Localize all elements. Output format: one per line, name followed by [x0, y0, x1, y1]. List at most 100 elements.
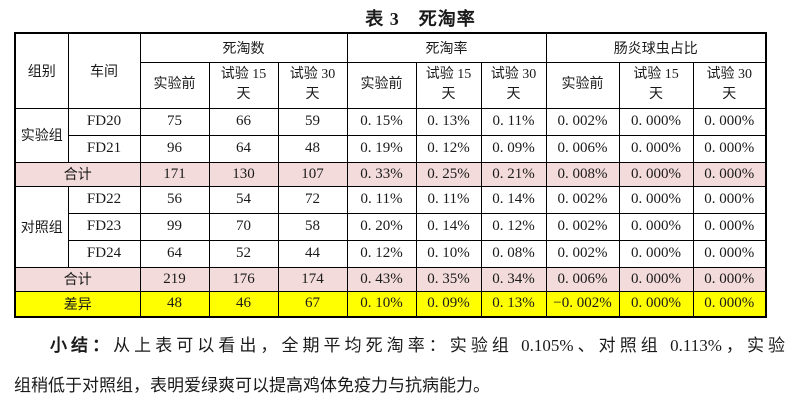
table-cell: 0. 35%: [415, 266, 482, 292]
table-cell: 0. 14%: [480, 185, 547, 214]
group-label-control: 对照组: [14, 185, 69, 268]
summary-line-1: 小结：从上表可以看出，全期平均死淘率：实验组 0.105%、对照组 0.113%…: [14, 326, 785, 366]
row-fd21: FD21 96 64 48 0. 19% 0. 12% 0. 09% 0. 00…: [15, 134, 767, 163]
sub-header-pre-trial: 实验前: [139, 61, 210, 109]
table-cell: 0. 13%: [415, 107, 482, 136]
table-cell: 52: [208, 239, 279, 268]
table-cell: 0. 14%: [415, 212, 482, 241]
table-cell: 64: [208, 134, 279, 163]
table-cell: −0. 002%: [545, 290, 620, 317]
header-workshop-column: 车间: [67, 32, 141, 109]
table-cell: 0. 000%: [618, 107, 694, 136]
table-cell: 0. 000%: [692, 161, 767, 187]
table-cell: 0. 002%: [545, 212, 620, 241]
table-cell: 107: [277, 161, 348, 187]
table-cell: 0. 11%: [346, 185, 417, 214]
sub-header-day30: 试验 30 天: [692, 61, 767, 109]
row-fd22: 对照组 FD22 56 54 72 0. 11% 0. 11% 0. 14% 0…: [14, 185, 767, 268]
row-total-experimental: 合计 171 130 107 0. 33% 0. 25% 0. 21% 0. 0…: [14, 161, 767, 187]
table-cell: 174: [277, 266, 348, 292]
table-cell: 54: [208, 185, 279, 214]
summary-text-line1: 从上表可以看出，全期平均死淘率：实验组 0.105%、对照组 0.113%，实验: [113, 335, 785, 355]
mortality-table: 组别 车间 死淘数 死淘率 肠炎球虫占比 实验前 试验 15 天 试验 30 天…: [14, 32, 768, 318]
group-label-experimental: 实验组: [14, 107, 69, 163]
table-cell: 0. 21%: [480, 161, 547, 187]
table-cell: 0. 11%: [415, 185, 482, 214]
table-cell: 0. 19%: [346, 134, 417, 163]
summary-line-2: 组稍低于对照组，表明爱绿爽可以提高鸡体免疫力与抗病能力。: [14, 375, 490, 395]
table-cell: 0. 12%: [415, 134, 482, 163]
sub-header-day30: 试验 30 天: [277, 61, 348, 109]
sub-header-day15: 试验 15 天: [208, 61, 279, 109]
table-cell: 0. 008%: [545, 161, 620, 187]
table-cell: 64: [139, 239, 210, 268]
table-cell: 0. 000%: [618, 185, 694, 214]
table-cell: 0. 15%: [346, 107, 417, 136]
row-fd24: FD24 64 52 44 0. 12% 0. 10% 0. 08% 0. 00…: [15, 239, 767, 268]
table-cell: 46: [208, 290, 279, 317]
table-cell: 0. 20%: [346, 212, 417, 241]
table-cell: 130: [208, 161, 279, 187]
workshop-cell: FD20: [67, 107, 141, 136]
table-cell: 0. 33%: [346, 161, 417, 187]
table-cell: 0. 08%: [480, 239, 547, 268]
table-cell: 0. 09%: [415, 290, 482, 317]
table-cell: 0. 000%: [618, 212, 694, 241]
table-cell: 66: [208, 107, 279, 136]
table-cell: 0. 006%: [545, 266, 620, 292]
total-label: 合计: [14, 161, 141, 187]
table-cell: 0. 10%: [415, 239, 482, 268]
table-cell: 48: [139, 290, 210, 317]
table-cell: 0. 000%: [618, 239, 694, 268]
table-cell: 59: [277, 107, 348, 136]
table-cell: 219: [139, 266, 210, 292]
workshop-cell: FD23: [67, 212, 141, 241]
workshop-cell: FD24: [67, 239, 141, 268]
table-cell: 0. 000%: [692, 239, 767, 268]
summary-paragraph: 小结：从上表可以看出，全期平均死淘率：实验组 0.105%、对照组 0.113%…: [14, 326, 785, 406]
table-cell: 58: [277, 212, 348, 241]
table-cell: 72: [277, 185, 348, 214]
table-cell: 70: [208, 212, 279, 241]
table-cell: 0. 000%: [692, 266, 767, 292]
header-group-column: 组别: [14, 32, 69, 109]
table-cell: 0. 09%: [480, 134, 547, 163]
row-difference: 差异 48 46 67 0. 10% 0. 09% 0. 13% −0. 002…: [14, 290, 767, 317]
table-cell: 0. 000%: [618, 161, 694, 187]
sub-header-pre-trial: 实验前: [545, 61, 620, 109]
table-cell: 96: [139, 134, 210, 163]
table-cell: 0. 000%: [618, 134, 694, 163]
table-cell: 0. 34%: [480, 266, 547, 292]
table-cell: 0. 12%: [346, 239, 417, 268]
table-cell: 0. 000%: [618, 290, 694, 317]
table-cell: 0. 000%: [618, 266, 694, 292]
header-death-count: 死淘数: [139, 32, 348, 63]
header-death-rate: 死淘率: [346, 32, 547, 63]
table-cell: 44: [277, 239, 348, 268]
page-title: 表 3 死淘率: [365, 9, 476, 29]
difference-label: 差异: [14, 290, 141, 317]
table-cell: 0. 000%: [692, 185, 767, 214]
table-cell: 0. 002%: [545, 107, 620, 136]
table-cell: 99: [139, 212, 210, 241]
table-cell: 48: [277, 134, 348, 163]
sub-header-day15: 试验 15 天: [618, 61, 694, 109]
table-cell: 0. 002%: [545, 185, 620, 214]
table-cell: 0. 12%: [480, 212, 547, 241]
row-fd23: FD23 99 70 58 0. 20% 0. 14% 0. 12% 0. 00…: [15, 212, 767, 241]
table-cell: 0. 002%: [545, 239, 620, 268]
row-total-control: 合计 219 176 174 0. 43% 0. 35% 0. 34% 0. 0…: [14, 266, 767, 292]
table-cell: 0. 000%: [692, 212, 767, 241]
table-cell: 75: [139, 107, 210, 136]
workshop-cell: FD21: [67, 134, 141, 163]
table-cell: 0. 006%: [545, 134, 620, 163]
header-coccidia-ratio: 肠炎球虫占比: [545, 32, 767, 63]
sub-header-pre-trial: 实验前: [346, 61, 417, 109]
table-cell: 67: [277, 290, 348, 317]
table-cell: 176: [208, 266, 279, 292]
workshop-cell: FD22: [67, 185, 141, 214]
table-cell: 171: [139, 161, 210, 187]
table-header-row-groups: 组别 车间 死淘数 死淘率 肠炎球虫占比: [14, 32, 767, 109]
sub-header-day15: 试验 15 天: [415, 61, 482, 109]
table-cell: 0. 000%: [692, 107, 767, 136]
